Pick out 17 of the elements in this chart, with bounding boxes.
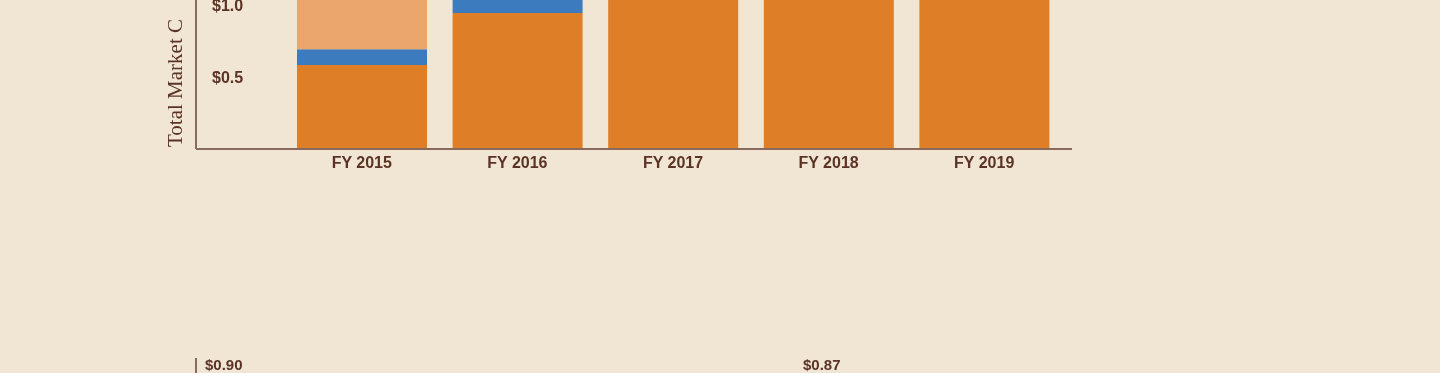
bar xyxy=(297,65,427,149)
text: $0.90 xyxy=(205,356,243,373)
y-axis-title: Total Market C xyxy=(163,19,187,147)
bar xyxy=(919,0,1050,149)
x-tick-label: FY 2015 xyxy=(331,154,392,172)
x-tick-label: FY 2018 xyxy=(798,154,859,172)
bar xyxy=(452,13,583,149)
bar xyxy=(763,0,894,149)
bar xyxy=(608,0,739,149)
text: $0.87 xyxy=(803,356,841,373)
bar xyxy=(297,0,427,50)
bar xyxy=(452,0,583,14)
x-tick-label: FY 2019 xyxy=(954,154,1015,172)
x-tick-label: FY 2017 xyxy=(642,154,704,172)
x-tick-label: FY 2016 xyxy=(487,154,548,172)
bar xyxy=(297,49,427,66)
y-tick-label: $0.5 xyxy=(212,68,244,86)
